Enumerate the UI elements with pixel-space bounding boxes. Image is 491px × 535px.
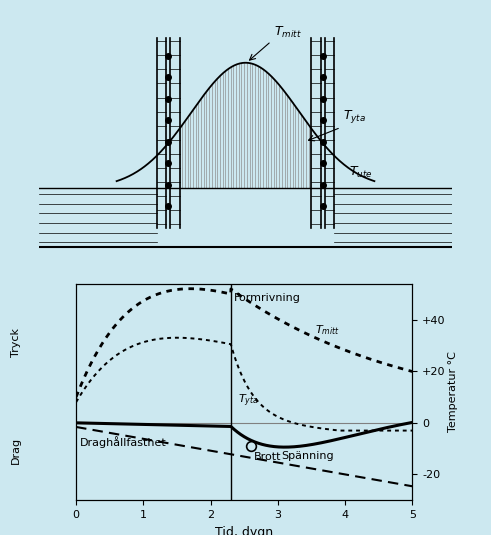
Text: $T_{yta}$: $T_{yta}$ <box>238 392 258 409</box>
Text: $T_{mitt}$: $T_{mitt}$ <box>274 25 301 40</box>
Text: $T_{mitt}$: $T_{mitt}$ <box>315 323 340 337</box>
Text: Tryck: Tryck <box>11 327 21 356</box>
Text: Drag: Drag <box>11 437 21 464</box>
Text: Formrivning: Formrivning <box>234 293 301 303</box>
Text: Brott: Brott <box>254 452 282 462</box>
Text: Draghållfasthet: Draghållfasthet <box>80 436 166 448</box>
Text: Spänning: Spänning <box>281 451 334 461</box>
X-axis label: Tid, dygn: Tid, dygn <box>215 525 273 535</box>
Text: $T_{ute}$: $T_{ute}$ <box>349 165 372 180</box>
Y-axis label: Temperatur °C: Temperatur °C <box>448 351 459 432</box>
Text: $T_{yta}$: $T_{yta}$ <box>343 108 366 125</box>
